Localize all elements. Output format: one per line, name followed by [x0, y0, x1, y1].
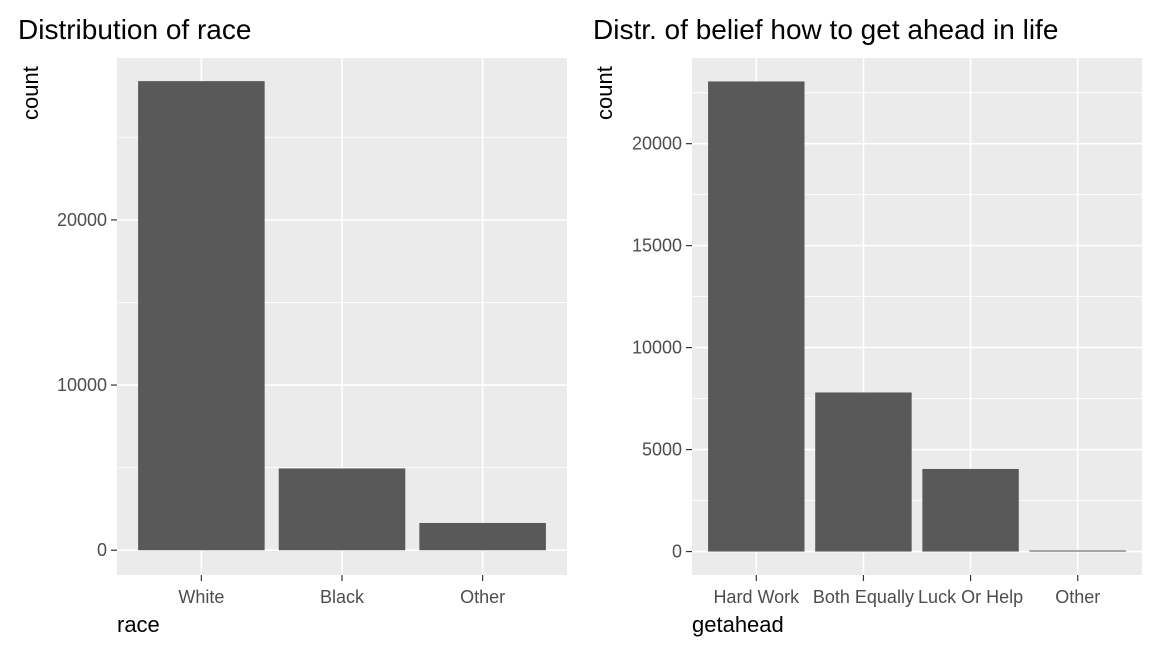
- y-axis: 0 5000 10000 15000 20000: [632, 134, 692, 562]
- x-axis-title: race: [117, 612, 160, 637]
- chart-title: Distr. of belief how to get ahead in lif…: [593, 14, 1058, 45]
- y-tick-label: 0: [97, 540, 107, 560]
- chart-panel-race: Distribution of race 0 10000 20000 White Bl…: [18, 14, 567, 637]
- bar: [278, 468, 406, 551]
- y-tick-label: 5000: [642, 440, 682, 460]
- x-axis: White Black Other: [178, 575, 505, 607]
- y-tick-label: 20000: [57, 210, 107, 230]
- bars: [708, 81, 1126, 552]
- x-tick-label: White: [178, 587, 224, 607]
- x-tick-label: Other: [1055, 587, 1100, 607]
- x-tick-label: Other: [460, 587, 505, 607]
- x-tick-label: Black: [320, 587, 365, 607]
- x-tick-label: Both Equally: [813, 587, 914, 607]
- y-axis: 0 10000 20000: [57, 210, 117, 560]
- y-tick-label: 20000: [632, 134, 682, 154]
- bar: [922, 468, 1019, 552]
- x-axis-title: getahead: [692, 612, 784, 637]
- y-axis-title: count: [592, 66, 617, 120]
- bar: [1029, 550, 1126, 552]
- y-tick-label: 0: [672, 542, 682, 562]
- bars: [138, 81, 546, 551]
- bar: [815, 392, 912, 552]
- x-tick-label: Luck Or Help: [918, 587, 1023, 607]
- y-tick-label: 15000: [632, 236, 682, 256]
- chart-title: Distribution of race: [18, 14, 251, 45]
- y-tick-label: 10000: [57, 375, 107, 395]
- x-axis: Hard Work Both Equally Luck Or Help Other: [713, 575, 1100, 607]
- chart-panel-getahead: Distr. of belief how to get ahead in lif…: [592, 14, 1142, 637]
- bar: [708, 81, 805, 552]
- bar: [138, 81, 265, 551]
- x-tick-label: Hard Work: [713, 587, 800, 607]
- bar: [419, 522, 546, 551]
- y-axis-title: count: [18, 66, 43, 120]
- y-tick-label: 10000: [632, 338, 682, 358]
